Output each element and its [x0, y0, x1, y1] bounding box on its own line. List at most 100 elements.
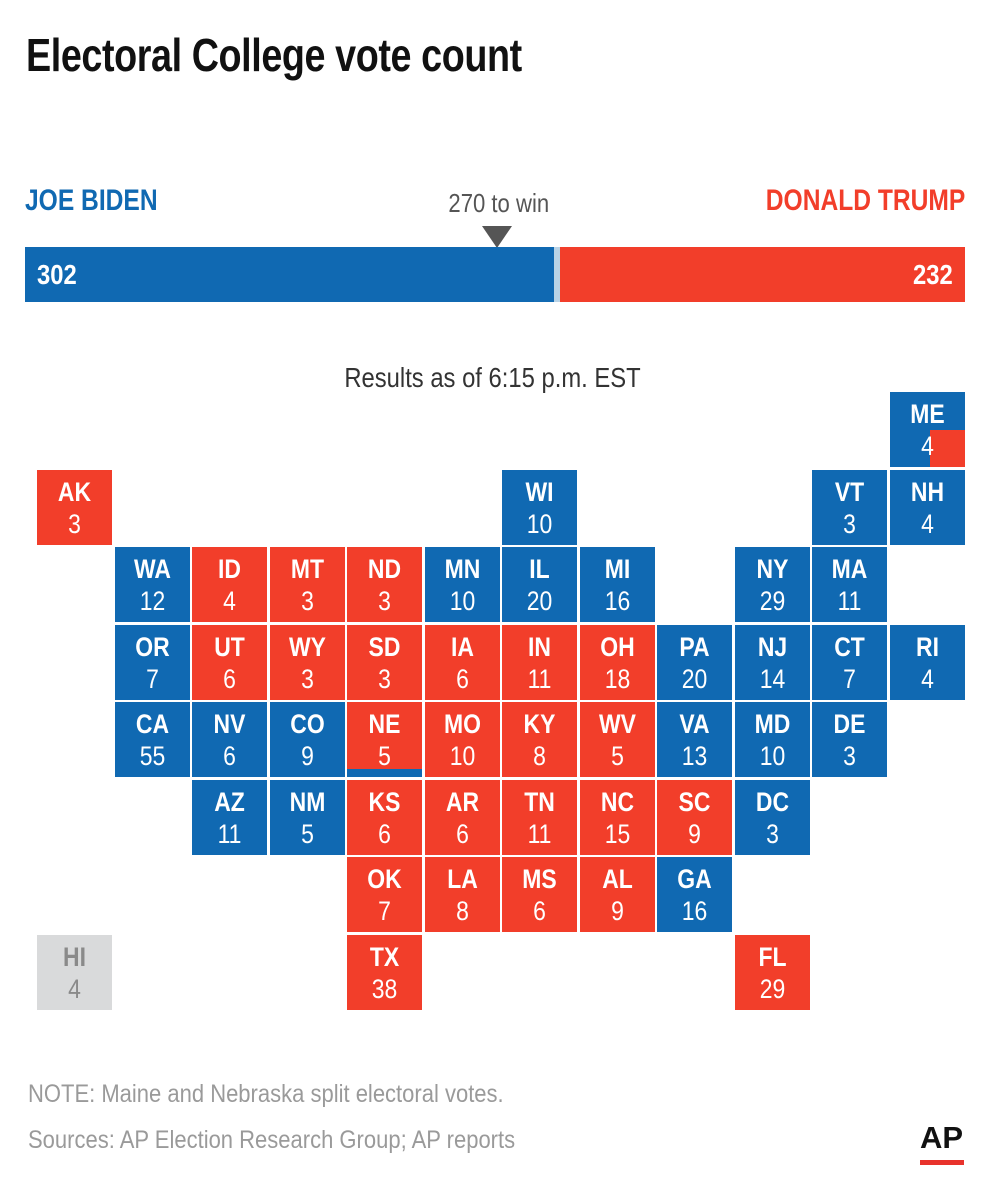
- state-votes: 4: [921, 509, 934, 539]
- state-abbr: NJ: [757, 632, 788, 662]
- state-votes: 11: [837, 586, 862, 616]
- state-votes: 10: [449, 741, 476, 771]
- win-threshold-marker: [482, 226, 512, 248]
- state-tile-ia: IA 6: [425, 625, 500, 700]
- state-abbr: ID: [218, 554, 241, 584]
- state-votes: 8: [456, 896, 469, 926]
- state-abbr: ND: [367, 554, 402, 584]
- state-votes: 7: [146, 664, 159, 694]
- state-abbr: AL: [602, 864, 633, 894]
- state-votes: 4: [921, 664, 934, 694]
- state-abbr: MO: [444, 709, 481, 739]
- state-votes: 5: [378, 741, 391, 771]
- state-votes: 11: [527, 664, 552, 694]
- state-tile-ma: MA 11: [812, 547, 887, 622]
- state-votes: 6: [533, 896, 546, 926]
- state-tile-wa: WA 12: [115, 547, 190, 622]
- state-abbr: KS: [368, 787, 401, 817]
- state-tile-tn: TN 11: [502, 780, 577, 855]
- state-abbr: OR: [135, 632, 170, 662]
- state-tile-nc: NC 15: [580, 780, 655, 855]
- state-abbr: RI: [916, 632, 939, 662]
- state-votes: 3: [766, 819, 779, 849]
- state-tile-ks: KS 6: [347, 780, 422, 855]
- state-abbr: FL: [758, 942, 787, 972]
- state-votes: 9: [688, 819, 701, 849]
- state-tile-mt: MT 3: [270, 547, 345, 622]
- state-abbr: LA: [447, 864, 478, 894]
- state-abbr: VT: [834, 477, 865, 507]
- state-votes: 3: [378, 664, 391, 694]
- state-abbr: GA: [677, 864, 712, 894]
- state-tile-ne: NE 5: [347, 702, 422, 777]
- state-votes: 5: [301, 819, 314, 849]
- state-tile-ny: NY 29: [735, 547, 810, 622]
- state-votes: 38: [371, 974, 398, 1004]
- state-votes: 18: [604, 664, 631, 694]
- state-votes: 9: [301, 741, 314, 771]
- state-tile-ar: AR 6: [425, 780, 500, 855]
- footnote-note: NOTE: Maine and Nebraska split electoral…: [28, 1080, 504, 1108]
- state-abbr: SC: [678, 787, 711, 817]
- state-votes: 3: [68, 509, 81, 539]
- state-abbr: CT: [834, 632, 865, 662]
- state-tile-nh: NH 4: [890, 470, 965, 545]
- win-threshold-label: 270 to win: [448, 188, 550, 218]
- state-tile-ri: RI 4: [890, 625, 965, 700]
- state-abbr: NC: [600, 787, 635, 817]
- split-vote-segment: [930, 430, 965, 467]
- state-tile-sc: SC 9: [657, 780, 732, 855]
- state-tile-la: LA 8: [425, 857, 500, 932]
- state-abbr: PA: [679, 632, 710, 662]
- footnote-sources: Sources: AP Election Research Group; AP …: [28, 1126, 516, 1154]
- state-tile-ga: GA 16: [657, 857, 732, 932]
- state-tile-il: IL 20: [502, 547, 577, 622]
- state-tile-ky: KY 8: [502, 702, 577, 777]
- chart-title: Electoral College vote count: [26, 29, 522, 81]
- state-tile-nm: NM 5: [270, 780, 345, 855]
- state-abbr: NY: [756, 554, 789, 584]
- state-abbr: WA: [134, 554, 171, 584]
- state-abbr: IA: [451, 632, 474, 662]
- state-votes: 11: [527, 819, 552, 849]
- state-abbr: TN: [524, 787, 555, 817]
- state-tile-al: AL 9: [580, 857, 655, 932]
- state-abbr: HI: [63, 942, 86, 972]
- state-tile-me: ME 4: [890, 392, 965, 467]
- biden-vote-bar: 302: [25, 247, 554, 302]
- state-tile-wv: WV 5: [580, 702, 655, 777]
- state-tile-oh: OH 18: [580, 625, 655, 700]
- vote-bar-divider: [554, 247, 560, 302]
- state-votes: 6: [456, 664, 469, 694]
- state-tile-dc: DC 3: [735, 780, 810, 855]
- state-tile-mn: MN 10: [425, 547, 500, 622]
- state-tile-az: AZ 11: [192, 780, 267, 855]
- state-abbr: TX: [369, 942, 400, 972]
- state-votes: 6: [223, 664, 236, 694]
- state-votes: 6: [456, 819, 469, 849]
- state-tile-de: DE 3: [812, 702, 887, 777]
- state-votes: 6: [378, 819, 391, 849]
- state-tile-id: ID 4: [192, 547, 267, 622]
- state-abbr: WV: [599, 709, 636, 739]
- results-timestamp: Results as of 6:15 p.m. EST: [344, 362, 641, 393]
- state-abbr: UT: [214, 632, 245, 662]
- state-votes: 20: [526, 586, 553, 616]
- state-abbr: OH: [600, 632, 635, 662]
- state-abbr: MA: [831, 554, 868, 584]
- state-votes: 3: [301, 586, 314, 616]
- state-abbr: ME: [910, 399, 945, 429]
- state-votes: 11: [217, 819, 242, 849]
- state-votes: 3: [843, 509, 856, 539]
- trump-name: DONALD TRUMP: [765, 184, 965, 217]
- state-abbr: MD: [754, 709, 791, 739]
- state-votes: 3: [301, 664, 314, 694]
- state-abbr: AR: [445, 787, 480, 817]
- state-tile-or: OR 7: [115, 625, 190, 700]
- state-votes: 3: [378, 586, 391, 616]
- state-votes: 5: [611, 741, 624, 771]
- state-abbr: NM: [289, 787, 326, 817]
- state-tile-in: IN 11: [502, 625, 577, 700]
- state-tile-vt: VT 3: [812, 470, 887, 545]
- state-votes: 3: [843, 741, 856, 771]
